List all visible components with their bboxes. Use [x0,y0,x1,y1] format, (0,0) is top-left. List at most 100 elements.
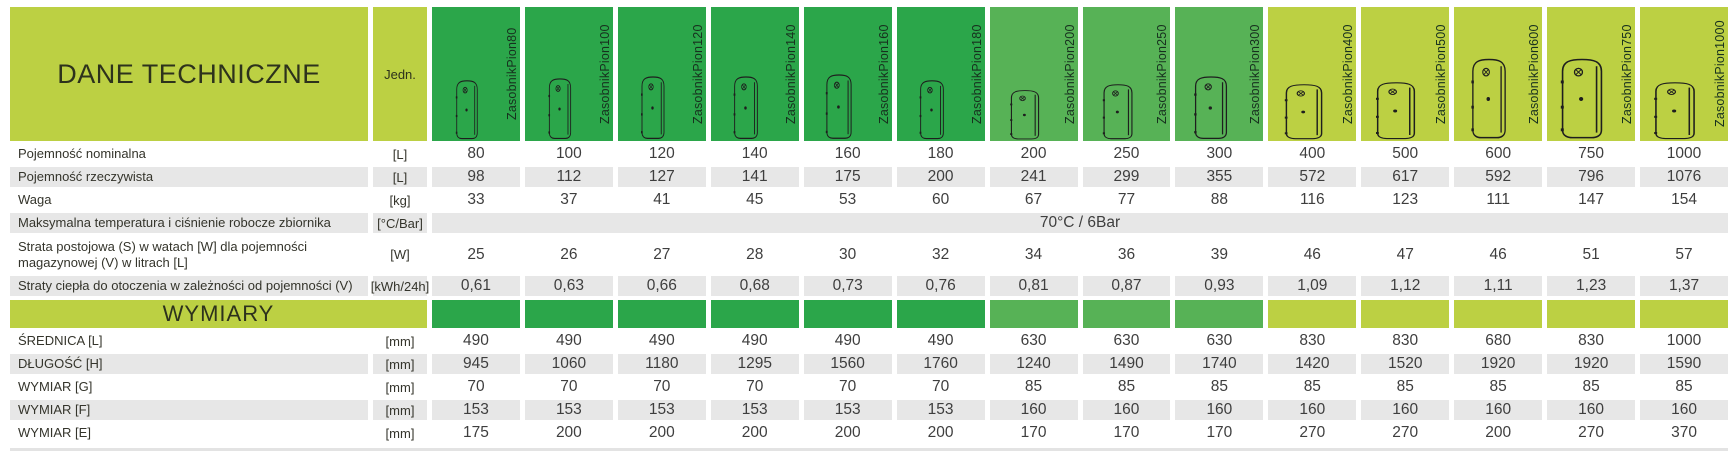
section-color-cell [896,300,985,328]
section-title: WYMIARY [10,300,427,328]
value-cell: 1076 [1640,167,1728,187]
value-cell: 1240 [989,354,1078,374]
value-cell: 160 [1547,400,1636,420]
value-cell: 153 [524,400,613,420]
table-row: ŚREDNICA [L] [mm] 490 490 490 490 490 490 630 630… [10,331,1728,351]
value-cell: 27 [653,245,671,263]
value-cell: 355 [1175,167,1264,187]
product-column-header: ZasobnikPion750 [1547,7,1636,141]
value-cell: 1,12 [1361,276,1450,296]
unit-column-header: Jedn. [373,7,427,141]
unit-cell: [L] [373,167,427,187]
tank-icon [733,76,758,139]
table-row: Strata postojowa (S) w watach [W] dla po… [10,236,1728,273]
table-row: Pojemność rzeczywista [L] 98 112 127 141 175 20… [10,167,1728,187]
value-cell: 490 [555,332,582,349]
product-column-header: ZasobnikPion300 [1175,7,1264,141]
value-cell: 1000 [1666,145,1702,162]
product-name: ZasobnikPion500 [1434,24,1449,124]
value-cell: 32 [931,245,950,263]
table-row: DŁUGOŚĆ [H] [mm] 945 1060 1180 1295 1560 1760 12… [10,354,1728,374]
value-cell: 154 [1671,191,1697,208]
value-cell: 1295 [710,354,799,374]
product-name: ZasobnikPion140 [783,24,798,124]
value-cell: 830 [1578,332,1605,349]
value-cell: 98 [432,167,520,187]
value-cell: 141 [710,167,799,187]
value-cell: 34 [1024,245,1043,263]
value-cell: 490 [463,332,489,349]
value-cell: 37 [560,191,578,208]
value-cell: 160 [1268,400,1357,420]
section-color-cell [1082,300,1171,328]
value-cell: 153 [896,400,985,420]
value-cell: 1,11 [1454,276,1543,296]
value-cell: 490 [927,332,954,349]
value-cell: 116 [1299,191,1325,208]
tank-icon [1654,82,1696,140]
value-cell: 270 [1578,424,1605,441]
unit-cell: [mm] [385,425,415,441]
value-cell: 70 [839,378,857,395]
table-row: Straty ciepła do otoczenia w zależności … [10,276,1728,296]
value-cell: 153 [710,400,799,420]
section-color-cell [803,300,892,328]
value-cell: 77 [1117,191,1136,208]
value-cell: 200 [1485,424,1512,441]
row-label: Waga [18,192,52,208]
value-cell: 750 [1578,145,1605,162]
value-cell: 830 [1299,332,1326,349]
value-cell: 70 [931,378,950,395]
table-row: WYMIAR [F] [mm] 153 153 153 153 153 153 160 160 16… [10,400,1728,420]
value-cell: 111 [1486,191,1510,208]
product-column-header: ZasobnikPion120 [617,7,706,141]
value-cell: 200 [1020,145,1047,162]
tank-icon [1284,84,1322,140]
value-cell: 160 [989,400,1078,420]
product-name: ZasobnikPion80 [504,27,519,121]
value-cell: 160 [1640,400,1728,420]
product-name: ZasobnikPion300 [1248,24,1263,124]
value-cell: 1760 [896,354,985,374]
value-cell: 180 [927,145,954,162]
unit-cell: [mm] [373,354,427,374]
tank-icon [641,76,665,139]
product-column-header: ZasobnikPion200 [989,7,1078,141]
product-name: ZasobnikPion600 [1527,24,1542,124]
value-cell: 160 [1361,400,1450,420]
tank-icon [1102,84,1133,140]
value-cell: 153 [617,400,706,420]
value-cell: 1,09 [1268,276,1357,296]
value-cell: 400 [1299,145,1326,162]
value-cell: 680 [1485,332,1512,349]
value-cell: 0,81 [989,276,1078,296]
tank-icon [548,78,572,140]
value-cell: 25 [467,245,485,263]
value-cell: 1920 [1547,354,1636,374]
value-cell: 592 [1454,167,1543,187]
value-cell: 1060 [524,354,613,374]
value-cell: 70 [467,378,485,395]
value-cell: 60 [931,191,950,208]
product-column-header: ZasobnikPion1000 [1640,7,1728,141]
section-color-cell [1361,300,1450,328]
value-cell: 45 [746,191,764,208]
section-color-cell [1454,300,1543,328]
value-cell: 147 [1578,191,1605,208]
tank-icon [1561,58,1603,139]
value-cell: 200 [927,424,954,441]
row-label: WYMIAR [G] [18,379,93,395]
value-cell: 170 [1113,424,1140,441]
product-column-header: ZasobnikPion80 [432,7,520,141]
tank-icon [825,74,852,139]
bottom-divider [10,448,1728,451]
value-cell: 160 [1175,400,1264,420]
row-label: Pojemność rzeczywista [10,167,368,187]
value-cell: 200 [834,424,861,441]
row-label: Strata postojowa (S) w watach [W] dla po… [18,238,308,270]
table-row: WYMIAR [E] [mm] 175 200 200 200 200 200 170 170 17… [10,423,1728,443]
value-cell: 175 [803,167,892,187]
value-cell: 1560 [803,354,892,374]
value-cell: 1920 [1454,354,1543,374]
value-cell: 0,76 [896,276,985,296]
